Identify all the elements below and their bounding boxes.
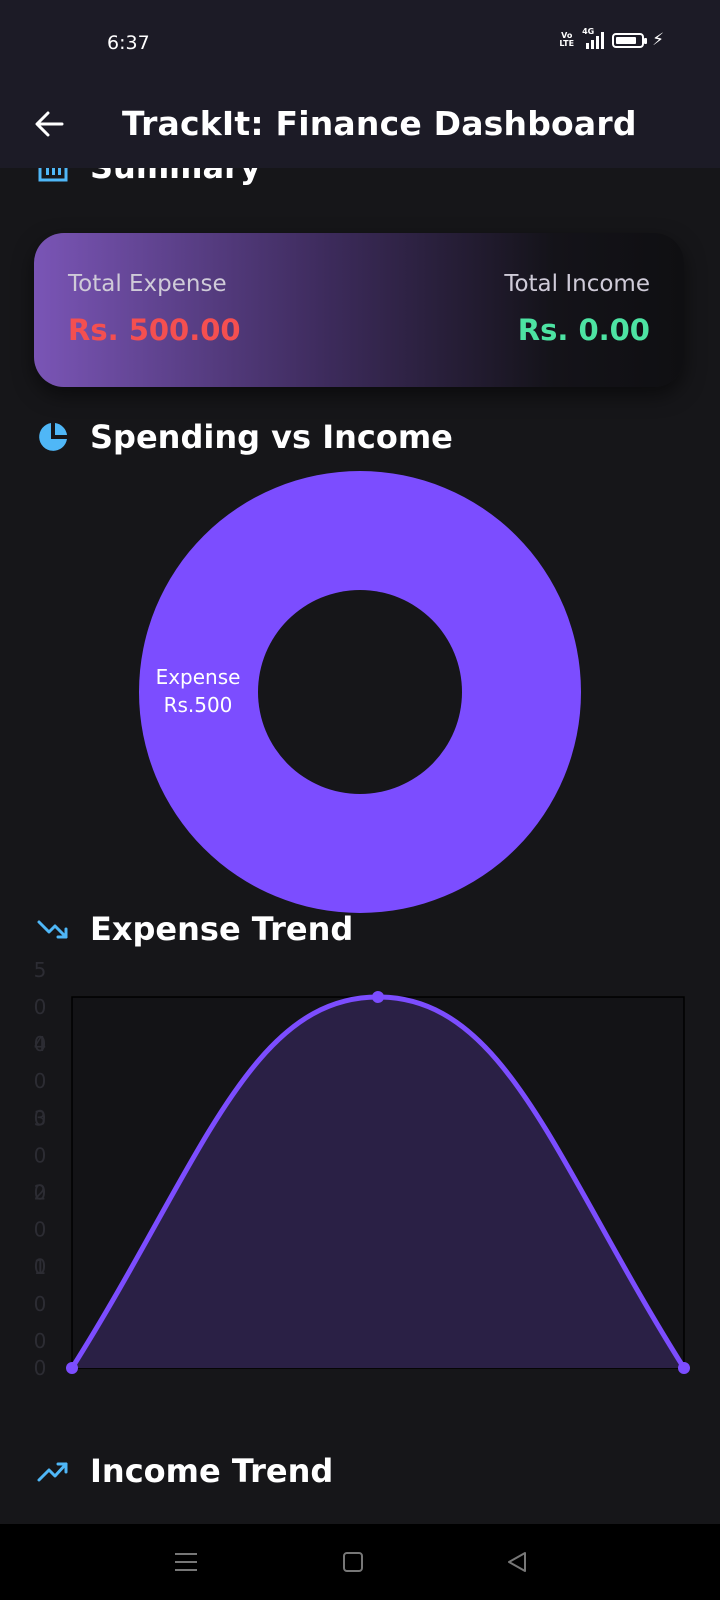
status-time: 6:37 (107, 32, 150, 54)
total-expense-value: Rs. 500.00 (68, 313, 241, 347)
status-icons: Vo LTE 4G ⚡ (559, 27, 664, 50)
home-button[interactable] (333, 1542, 373, 1582)
spending-vs-income-title: Spending vs Income (90, 418, 453, 456)
battery-icon (612, 32, 648, 48)
back-triangle-icon (508, 1552, 526, 1572)
data-point (678, 1362, 690, 1374)
page-title: TrackIt: Finance Dashboard (122, 104, 637, 143)
volte-icon: Vo LTE (559, 31, 575, 48)
pie-chart-icon (39, 423, 67, 451)
signal-icon: 4G (582, 27, 605, 49)
donut-hole (258, 590, 462, 794)
spending-vs-income-header: Spending vs Income (36, 418, 453, 456)
slice-name-label: Expense (155, 665, 241, 689)
slice-value-label: Rs.500 (163, 693, 233, 717)
expense-trend-chart: 5 0 04 0 03 0 02 0 01 0 0 0 (34, 958, 690, 1380)
summary-card: Total Expense Total Income Rs. 500.00 Rs… (34, 233, 684, 387)
trending-up-icon (37, 1462, 68, 1482)
income-trend-header: Income Trend (36, 1452, 333, 1490)
spending-donut-chart (139, 471, 581, 913)
back-button[interactable] (30, 104, 70, 144)
system-nav-bar (0, 1524, 720, 1600)
income-trend-title: Income Trend (90, 1452, 334, 1490)
total-income-label: Total Income (504, 271, 650, 297)
y-tick-label: 0 (34, 1356, 47, 1380)
total-expense-label: Total Expense (68, 271, 227, 297)
menu-icon (175, 1553, 197, 1571)
app-bar: TrackIt: Finance Dashboard (0, 88, 720, 168)
donut-slice-label: Expense Rs.500 (138, 663, 258, 719)
data-point (66, 1362, 78, 1374)
expense-area-fill (72, 997, 684, 1368)
expense-trend-header: Expense Trend (36, 910, 353, 948)
home-square-icon (343, 1552, 363, 1572)
status-bar: 6:37 Vo LTE 4G ⚡ (0, 0, 720, 88)
data-point (372, 991, 384, 1003)
recent-apps-button[interactable] (166, 1542, 206, 1582)
trending-down-icon (37, 920, 68, 939)
system-back-button[interactable] (497, 1542, 537, 1582)
total-income-value: Rs. 0.00 (517, 313, 650, 347)
charging-icon: ⚡ (652, 30, 664, 50)
arrow-left-icon (35, 111, 64, 137)
expense-trend-title: Expense Trend (90, 910, 354, 948)
network-type-label: 4G (582, 27, 595, 36)
